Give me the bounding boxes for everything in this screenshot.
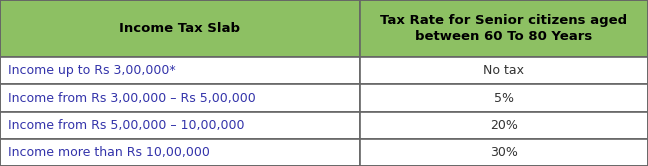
Bar [360, 84, 648, 112]
Text: Income up to Rs 3,00,000*: Income up to Rs 3,00,000* [8, 64, 176, 77]
Text: Income from Rs 5,00,000 – 10,00,000: Income from Rs 5,00,000 – 10,00,000 [8, 119, 244, 132]
Bar [0, 112, 360, 139]
Bar [0, 0, 360, 57]
Text: 30%: 30% [490, 146, 518, 159]
Bar [360, 0, 648, 57]
Text: No tax: No tax [483, 64, 524, 77]
Text: Income more than Rs 10,00,000: Income more than Rs 10,00,000 [8, 146, 210, 159]
Bar [0, 84, 360, 112]
Bar [360, 57, 648, 84]
Text: 20%: 20% [490, 119, 518, 132]
Bar [360, 139, 648, 166]
Bar [360, 112, 648, 139]
Bar [0, 139, 360, 166]
Text: Income from Rs 3,00,000 – Rs 5,00,000: Income from Rs 3,00,000 – Rs 5,00,000 [8, 91, 255, 105]
Text: Income Tax Slab: Income Tax Slab [119, 22, 240, 35]
Text: 5%: 5% [494, 91, 514, 105]
Bar [0, 57, 360, 84]
Text: Tax Rate for Senior citizens aged
between 60 To 80 Years: Tax Rate for Senior citizens aged betwee… [380, 14, 627, 43]
